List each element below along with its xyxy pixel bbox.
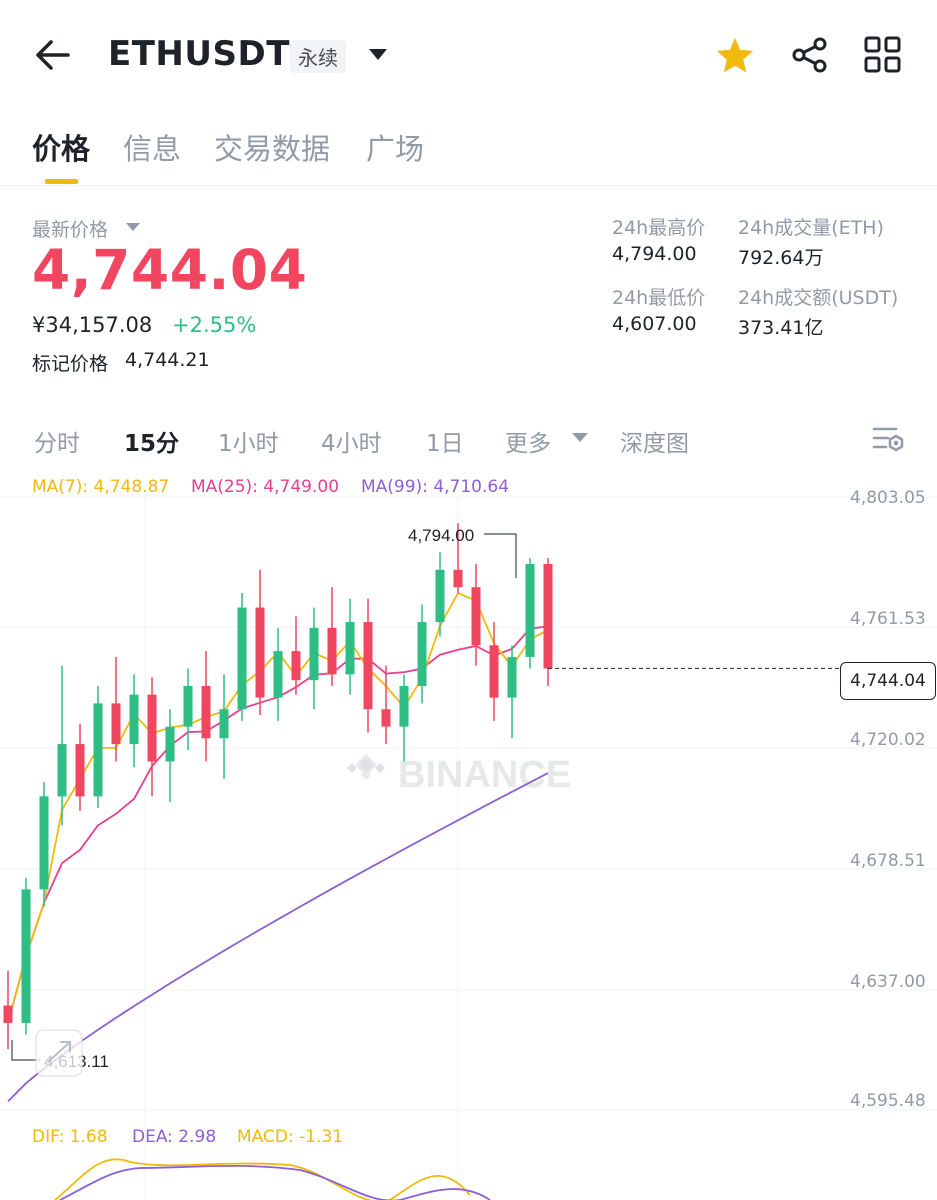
share-icon[interactable]: [790, 36, 830, 74]
candle-body: [57, 744, 67, 797]
interval-4h[interactable]: 4小时: [321, 431, 382, 457]
candle-body: [3, 1005, 13, 1023]
change-percent: +2.55%: [172, 313, 257, 337]
candle-body: [291, 651, 301, 681]
caret-down-icon[interactable]: [571, 432, 589, 443]
candle-body: [93, 703, 103, 797]
candle-body: [39, 796, 49, 890]
macd-dea-label: DEA: 2.98: [132, 1127, 217, 1147]
candle-body: [21, 889, 31, 1023]
candle-body: [453, 569, 463, 588]
caret-down-icon[interactable]: [125, 222, 141, 232]
volume-usdt-label: 24h成交额(USDT): [738, 287, 899, 309]
candle-body: [381, 709, 391, 727]
expand-chart-icon[interactable]: [35, 1029, 83, 1077]
tab-info[interactable]: 信息: [123, 132, 182, 166]
chart-settings-icon[interactable]: [872, 424, 906, 454]
interval-1d[interactable]: 1日: [426, 431, 464, 457]
candle-body: [201, 685, 211, 739]
watermark-text: BINANCE: [398, 754, 571, 796]
tab-square[interactable]: 广场: [366, 132, 425, 166]
candle-body: [237, 607, 247, 710]
candle-body: [363, 622, 373, 710]
candle-body: [255, 607, 265, 698]
macd-value-label: MACD: -1.31: [237, 1127, 344, 1147]
volume-eth-value: 792.64万: [738, 247, 824, 269]
mark-price: 4,744.21: [125, 349, 210, 371]
ma99-label: MA(99): 4,710.64: [361, 477, 510, 497]
candle-body: [345, 622, 355, 675]
high-label: 24h最高价: [612, 217, 706, 239]
candle-body: [183, 685, 193, 727]
macd-dif-label: DIF: 1.68: [32, 1127, 108, 1147]
candle-body: [507, 656, 517, 698]
min-marker-line: [11, 1040, 40, 1061]
symbol-title[interactable]: ETHUSDT: [108, 34, 290, 74]
depth-chart-tab[interactable]: 深度图: [620, 431, 689, 457]
low-value: 4,607.00: [612, 313, 697, 335]
grid-icon[interactable]: [864, 36, 902, 74]
interval-line[interactable]: 分时: [34, 431, 80, 457]
low-label: 24h最低价: [612, 287, 706, 309]
candlestick-chart[interactable]: BINANCE 4,794.00 4,613.11: [0, 470, 937, 1200]
star-icon[interactable]: [715, 36, 755, 74]
max-marker-line: [484, 533, 517, 578]
candle-body: [435, 569, 445, 623]
macd-dea-line: [59, 1164, 491, 1200]
y-tick-label: 4,803.05: [850, 488, 926, 508]
divider: [0, 185, 937, 186]
mark-price-label: 标记价格: [32, 353, 109, 375]
volume-eth-label: 24h成交量(ETH): [738, 217, 884, 239]
candle-body: [327, 627, 337, 675]
candle-body: [273, 651, 283, 698]
candle-body: [489, 645, 499, 698]
candle-body: [399, 685, 409, 727]
candle-body: [471, 587, 481, 646]
back-arrow-icon[interactable]: [34, 38, 72, 72]
candle-body: [219, 709, 229, 739]
candle-body: [75, 744, 85, 797]
ma99-line: [7, 772, 549, 1103]
tab-trading-data[interactable]: 交易数据: [214, 132, 331, 166]
ma7-label: MA(7): 4,748.87: [32, 477, 170, 497]
current-price-tag[interactable]: 4,744.04: [840, 662, 936, 700]
interval-more[interactable]: 更多: [505, 431, 551, 457]
high-value: 4,794.00: [612, 243, 697, 265]
binance-watermark: BINANCE: [347, 754, 571, 796]
latest-price: 4,744.04: [32, 238, 308, 302]
y-tick-label: 4,761.53: [850, 609, 926, 629]
tab-price[interactable]: 价格: [32, 132, 91, 166]
candle-body: [525, 563, 535, 657]
candle-body: [309, 627, 319, 681]
max-price-marker: 4,794.00: [408, 526, 474, 545]
chevron-down-icon[interactable]: [368, 48, 388, 62]
candle-body: [129, 694, 139, 745]
macd-dif-line: [54, 1158, 471, 1200]
y-tick-label: 4,678.51: [850, 851, 926, 871]
active-tab-indicator: [45, 179, 78, 184]
candle-body: [111, 703, 121, 745]
candle-body: [543, 563, 553, 669]
cny-price: ¥34,157.08: [32, 313, 153, 337]
y-tick-label: 4,720.02: [850, 730, 926, 750]
interval-15m[interactable]: 15分: [124, 431, 180, 457]
candle-body: [165, 726, 175, 762]
perpetual-badge: 永续: [290, 40, 346, 73]
candle-body: [147, 694, 157, 762]
y-tick-label: 4,637.00: [850, 972, 926, 992]
latest-price-label[interactable]: 最新价格: [32, 219, 109, 241]
volume-usdt-value: 373.41亿: [738, 317, 824, 339]
interval-1h[interactable]: 1小时: [218, 431, 279, 457]
candle-body: [417, 622, 427, 686]
y-tick-label: 4,595.48: [850, 1091, 926, 1111]
ma25-label: MA(25): 4,749.00: [191, 477, 340, 497]
